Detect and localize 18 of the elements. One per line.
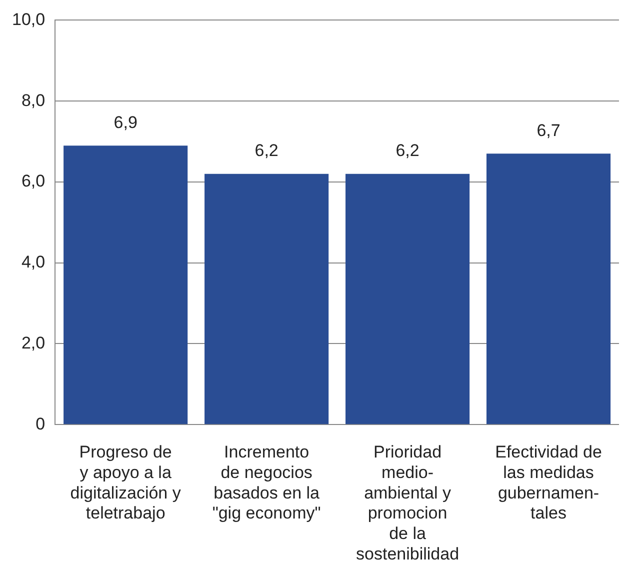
data-label: 6,2: [396, 141, 420, 160]
y-tick-label: 6,0: [21, 172, 46, 191]
data-label: 6,2: [254, 141, 278, 160]
data-label: 6,7: [536, 120, 560, 140]
y-tick-label: 4,0: [21, 252, 46, 272]
y-tick-label: 10,0: [12, 10, 46, 29]
x-tick-label: Progreso de y apoyo a la digitalización y teletrabajo: [70, 442, 182, 523]
y-tick-label: 0: [36, 414, 46, 434]
data-label: 6,9: [114, 112, 138, 132]
bar: [346, 174, 470, 424]
y-tick-label: 8,0: [21, 90, 46, 110]
x-tick-label: Prioridad medio- ambiental y promocion de la sostenibilidad: [356, 442, 460, 564]
bar: [204, 174, 329, 424]
y-tick-label: 2,0: [21, 333, 46, 352]
x-tick-label: Efectividad de las medidas gubernamen- tales: [495, 442, 602, 523]
bar: [486, 154, 611, 424]
bar: [64, 146, 188, 424]
x-tick-label: Incremento de negocios basados en la "gig economy": [212, 442, 321, 523]
